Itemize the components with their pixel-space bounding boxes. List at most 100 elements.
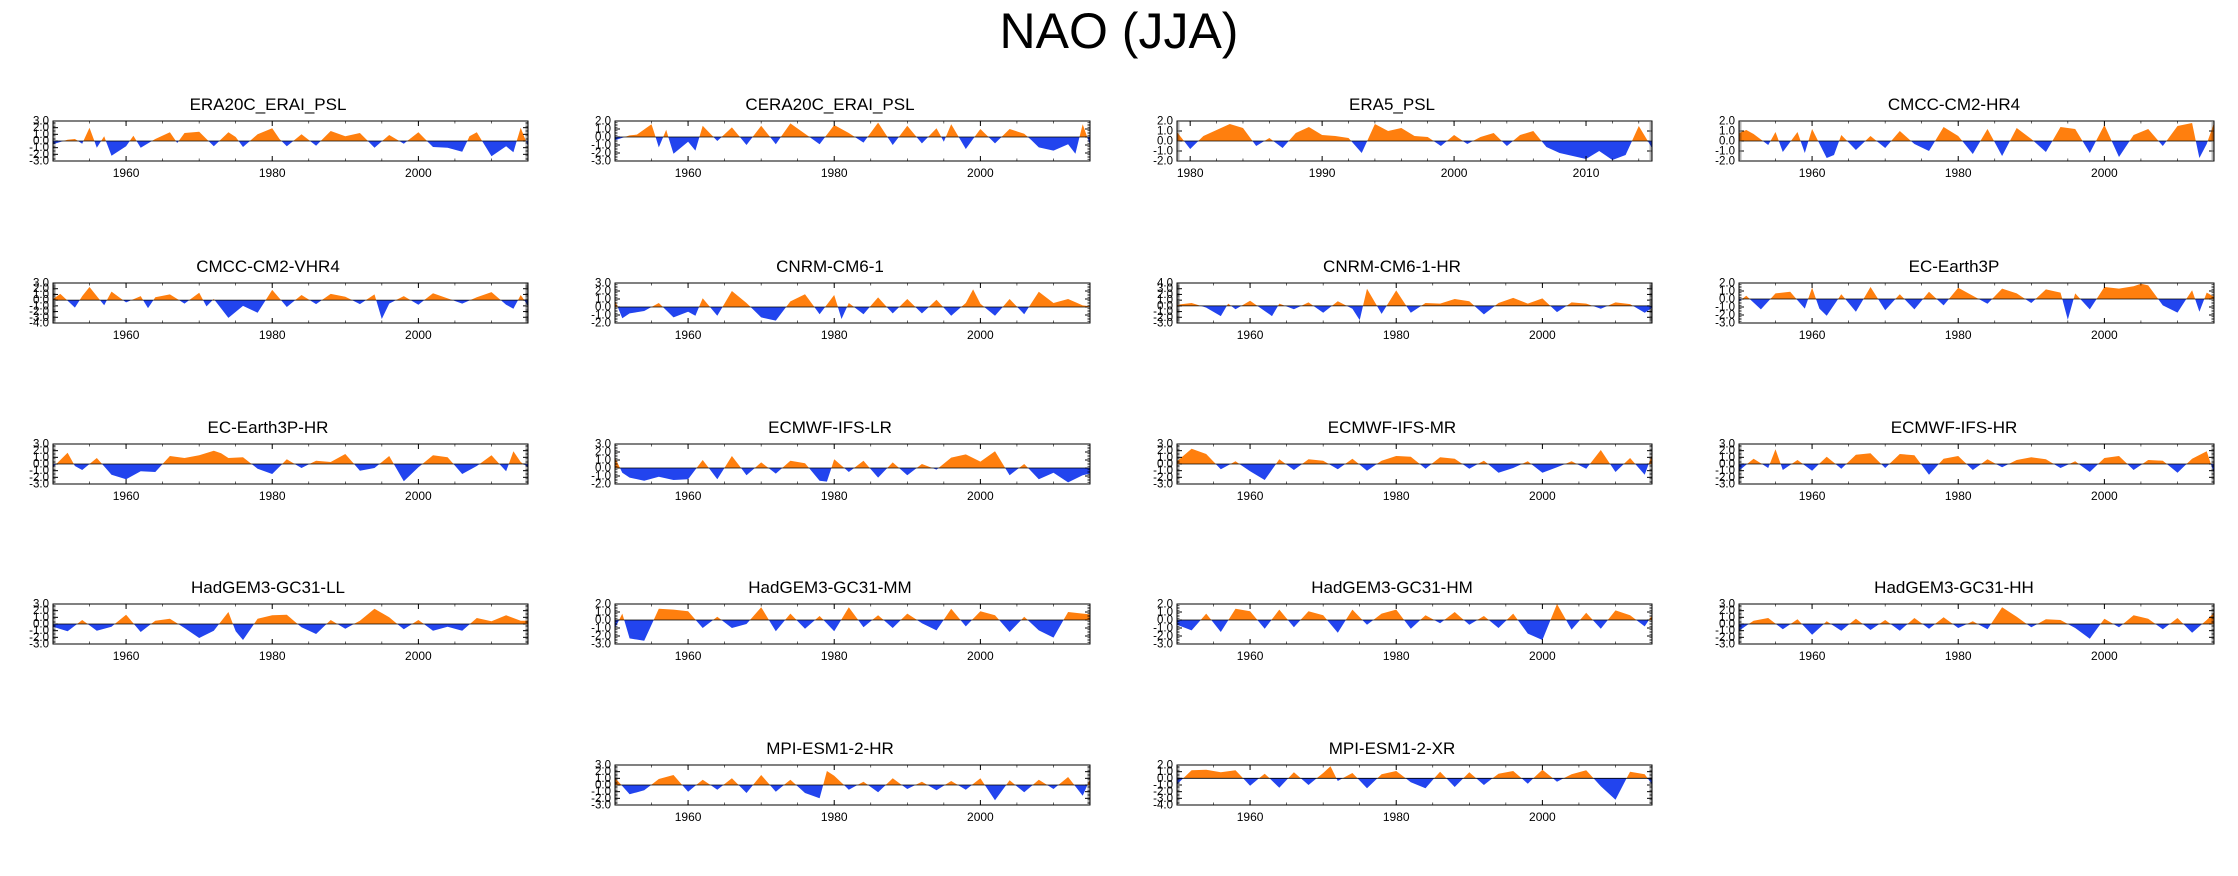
plot-ecmwf-lr: 3.02.01.00.0-1.0-2.0 1960 1980 2000 bbox=[591, 439, 1091, 503]
y-tick-label: -1.0 bbox=[591, 471, 611, 483]
x-tick-label: 1980 bbox=[821, 810, 848, 824]
y-tick-label: 0.0 bbox=[33, 136, 49, 148]
y-tick-label: 1.0 bbox=[1157, 452, 1173, 464]
y-tick-label: 3.0 bbox=[1719, 439, 1735, 451]
negative-anomaly-area bbox=[1177, 620, 1652, 640]
positive-anomaly-area bbox=[1739, 283, 2214, 299]
y-tick-label: 3.0 bbox=[33, 116, 49, 128]
y-tick-label: -1.0 bbox=[29, 300, 49, 312]
x-tick-label: 1980 bbox=[821, 649, 848, 663]
y-tick-label: -4.0 bbox=[1153, 800, 1173, 812]
y-tick-label: 1.0 bbox=[1157, 126, 1173, 138]
plot-frame bbox=[614, 443, 1091, 485]
y-tick-label: -3.0 bbox=[1153, 639, 1173, 651]
plot-hadgem-hh: 3.02.01.00.0-1.0-2.0-3.0 1960 1980 2000 bbox=[1715, 599, 2215, 663]
x-tick-label: 1980 bbox=[1383, 649, 1410, 663]
positive-anomaly-area bbox=[615, 771, 1090, 785]
panel-title: CERA20C_ERAI_PSL bbox=[745, 95, 915, 114]
positive-anomaly-area bbox=[53, 608, 528, 624]
x-tick-label: 2000 bbox=[967, 649, 994, 663]
plot-frame bbox=[1176, 282, 1653, 324]
y-tick-label: -1.0 bbox=[1715, 302, 1735, 314]
x-tick-label: 1960 bbox=[113, 489, 140, 503]
panel-title: HadGEM3-GC31-MM bbox=[748, 578, 912, 597]
x-tick-label: 1960 bbox=[675, 649, 702, 663]
y-tick-label: -1.0 bbox=[1153, 780, 1173, 792]
y-tick-label: 0.0 bbox=[1157, 136, 1173, 148]
plot-ecmwf-mr: 3.02.01.00.0-1.0-2.0-3.0 1960 1980 2000 bbox=[1153, 439, 1653, 503]
y-tick-label: 0.0 bbox=[1157, 773, 1173, 785]
x-tick-label: 1960 bbox=[675, 328, 702, 342]
x-tick-label: 2000 bbox=[405, 649, 432, 663]
y-tick-label: -2.0 bbox=[591, 318, 611, 330]
negative-anomaly-area bbox=[53, 624, 528, 640]
plot-cmcc-hr4: 2.01.00.0-1.0-2.0 1960 1980 2000 bbox=[1715, 116, 2215, 180]
positive-anomaly-area bbox=[615, 607, 1090, 620]
y-tick-label: 2.0 bbox=[33, 445, 49, 457]
y-tick-label: 1.0 bbox=[595, 124, 611, 136]
plot-frame bbox=[614, 282, 1091, 324]
y-tick-label: -1.0 bbox=[1153, 146, 1173, 158]
x-tick-label: 2000 bbox=[405, 328, 432, 342]
panel-cmcc-vhr4: CMCC-CM2-VHR4 3.0 2.0 1.0 0.0 -1.0 -2.0 -3.0 -4… bbox=[8, 257, 529, 387]
plot-cnrm-cm6-1-hr: 4.03.02.01.00.0-1.0-2.0-3.0 1960 1980 2000 bbox=[1153, 278, 1653, 342]
y-tick-label: 2.0 bbox=[595, 447, 611, 459]
panel-title: CNRM-CM6-1 bbox=[776, 257, 884, 276]
y-tick-label: -3.0 bbox=[591, 156, 611, 168]
positive-anomaly-area bbox=[1177, 288, 1652, 306]
negative-anomaly-area bbox=[1739, 299, 2214, 320]
x-tick-label: 1980 bbox=[1945, 649, 1972, 663]
y-tick-label: 0.0 bbox=[595, 132, 611, 144]
x-tick-label: 2000 bbox=[2091, 649, 2118, 663]
x-tick-label: 1990 bbox=[1309, 166, 1336, 180]
plot-frame bbox=[1738, 282, 2215, 324]
x-tick-label: 1960 bbox=[1799, 328, 1826, 342]
y-tick-label: 3.0 bbox=[595, 760, 611, 772]
plot-era20c: 3.02.01.00.0-1.0-2.0-3.0 1960 1980 2000 bbox=[29, 116, 529, 180]
y-tick-label: -1.0 bbox=[1153, 306, 1173, 318]
plot-mpi-xr: 2.01.00.0-1.0-2.0-3.0-4.0 1960 1980 2000 bbox=[1153, 760, 1653, 824]
x-tick-label: 1980 bbox=[1945, 489, 1972, 503]
negative-anomaly-area bbox=[615, 620, 1090, 641]
y-tick-label: -2.0 bbox=[591, 479, 611, 491]
y-tick-label: 2.0 bbox=[1157, 116, 1173, 128]
panel-cnrm-cm6-1-hr: CNRM-CM6-1-HR 4.0 3.0 2.0 1.0 0.0 -1.0 -2.0 -3.… bbox=[1132, 257, 1653, 387]
plot-frame bbox=[1176, 764, 1653, 806]
y-tick-label: -1.0 bbox=[29, 465, 49, 477]
x-tick-label: 1980 bbox=[1383, 489, 1410, 503]
panel-hadgem-ll: HadGEM3-GC31-LL 3.0 2.0 1.0 0.0 -1.0 -2.0 -3.0… bbox=[8, 578, 529, 708]
y-tick-label: 0.0 bbox=[33, 295, 49, 307]
panel-era20c: ERA20C_ERAI_PSL 3.0 2.0 1.0 0.0 -1.0 -2.0 -3.0… bbox=[8, 95, 529, 225]
y-tick-label: 3.0 bbox=[1157, 283, 1173, 295]
plot-cera20c: 2.01.00.0-1.0-2.0-3.0 1960 1980 2000 bbox=[591, 116, 1091, 180]
panel-hadgem-mm: HadGEM3-GC31-MM 2.0 1.0 0.0 -1.0 -2.0 -3.0 196… bbox=[570, 578, 1091, 708]
y-tick-label: 3.0 bbox=[33, 278, 49, 290]
negative-anomaly-area bbox=[1177, 464, 1652, 480]
y-tick-label: -2.0 bbox=[29, 632, 49, 644]
y-tick-label: -2.0 bbox=[591, 148, 611, 160]
positive-anomaly-area bbox=[1177, 124, 1652, 141]
panel-title: CNRM-CM6-1-HR bbox=[1323, 257, 1461, 276]
y-tick-label: -2.0 bbox=[1153, 312, 1173, 324]
negative-anomaly-area bbox=[615, 307, 1090, 321]
negative-anomaly-area bbox=[53, 141, 528, 157]
y-tick-label: 1.0 bbox=[33, 129, 49, 141]
y-tick-label: 0.0 bbox=[33, 459, 49, 471]
y-tick-label: -3.0 bbox=[1715, 318, 1735, 330]
y-tick-label: -1.0 bbox=[591, 310, 611, 322]
y-tick-label: 1.0 bbox=[1157, 295, 1173, 307]
x-tick-label: 1960 bbox=[1799, 649, 1826, 663]
panel-title: ERA5_PSL bbox=[1349, 95, 1435, 114]
x-tick-label: 1980 bbox=[259, 489, 286, 503]
positive-anomaly-area bbox=[1739, 123, 2214, 141]
y-tick-label: 2.0 bbox=[1719, 278, 1735, 290]
y-tick-label: 0.0 bbox=[1719, 619, 1735, 631]
y-tick-label: 3.0 bbox=[595, 278, 611, 290]
x-tick-label: 1980 bbox=[1383, 328, 1410, 342]
y-tick-label: -2.0 bbox=[591, 793, 611, 805]
panel-title: CMCC-CM2-VHR4 bbox=[196, 257, 340, 276]
positive-anomaly-area bbox=[53, 450, 528, 464]
x-tick-label: 2000 bbox=[405, 166, 432, 180]
y-tick-label: 2.0 bbox=[1719, 116, 1735, 128]
y-tick-label: -3.0 bbox=[29, 639, 49, 651]
